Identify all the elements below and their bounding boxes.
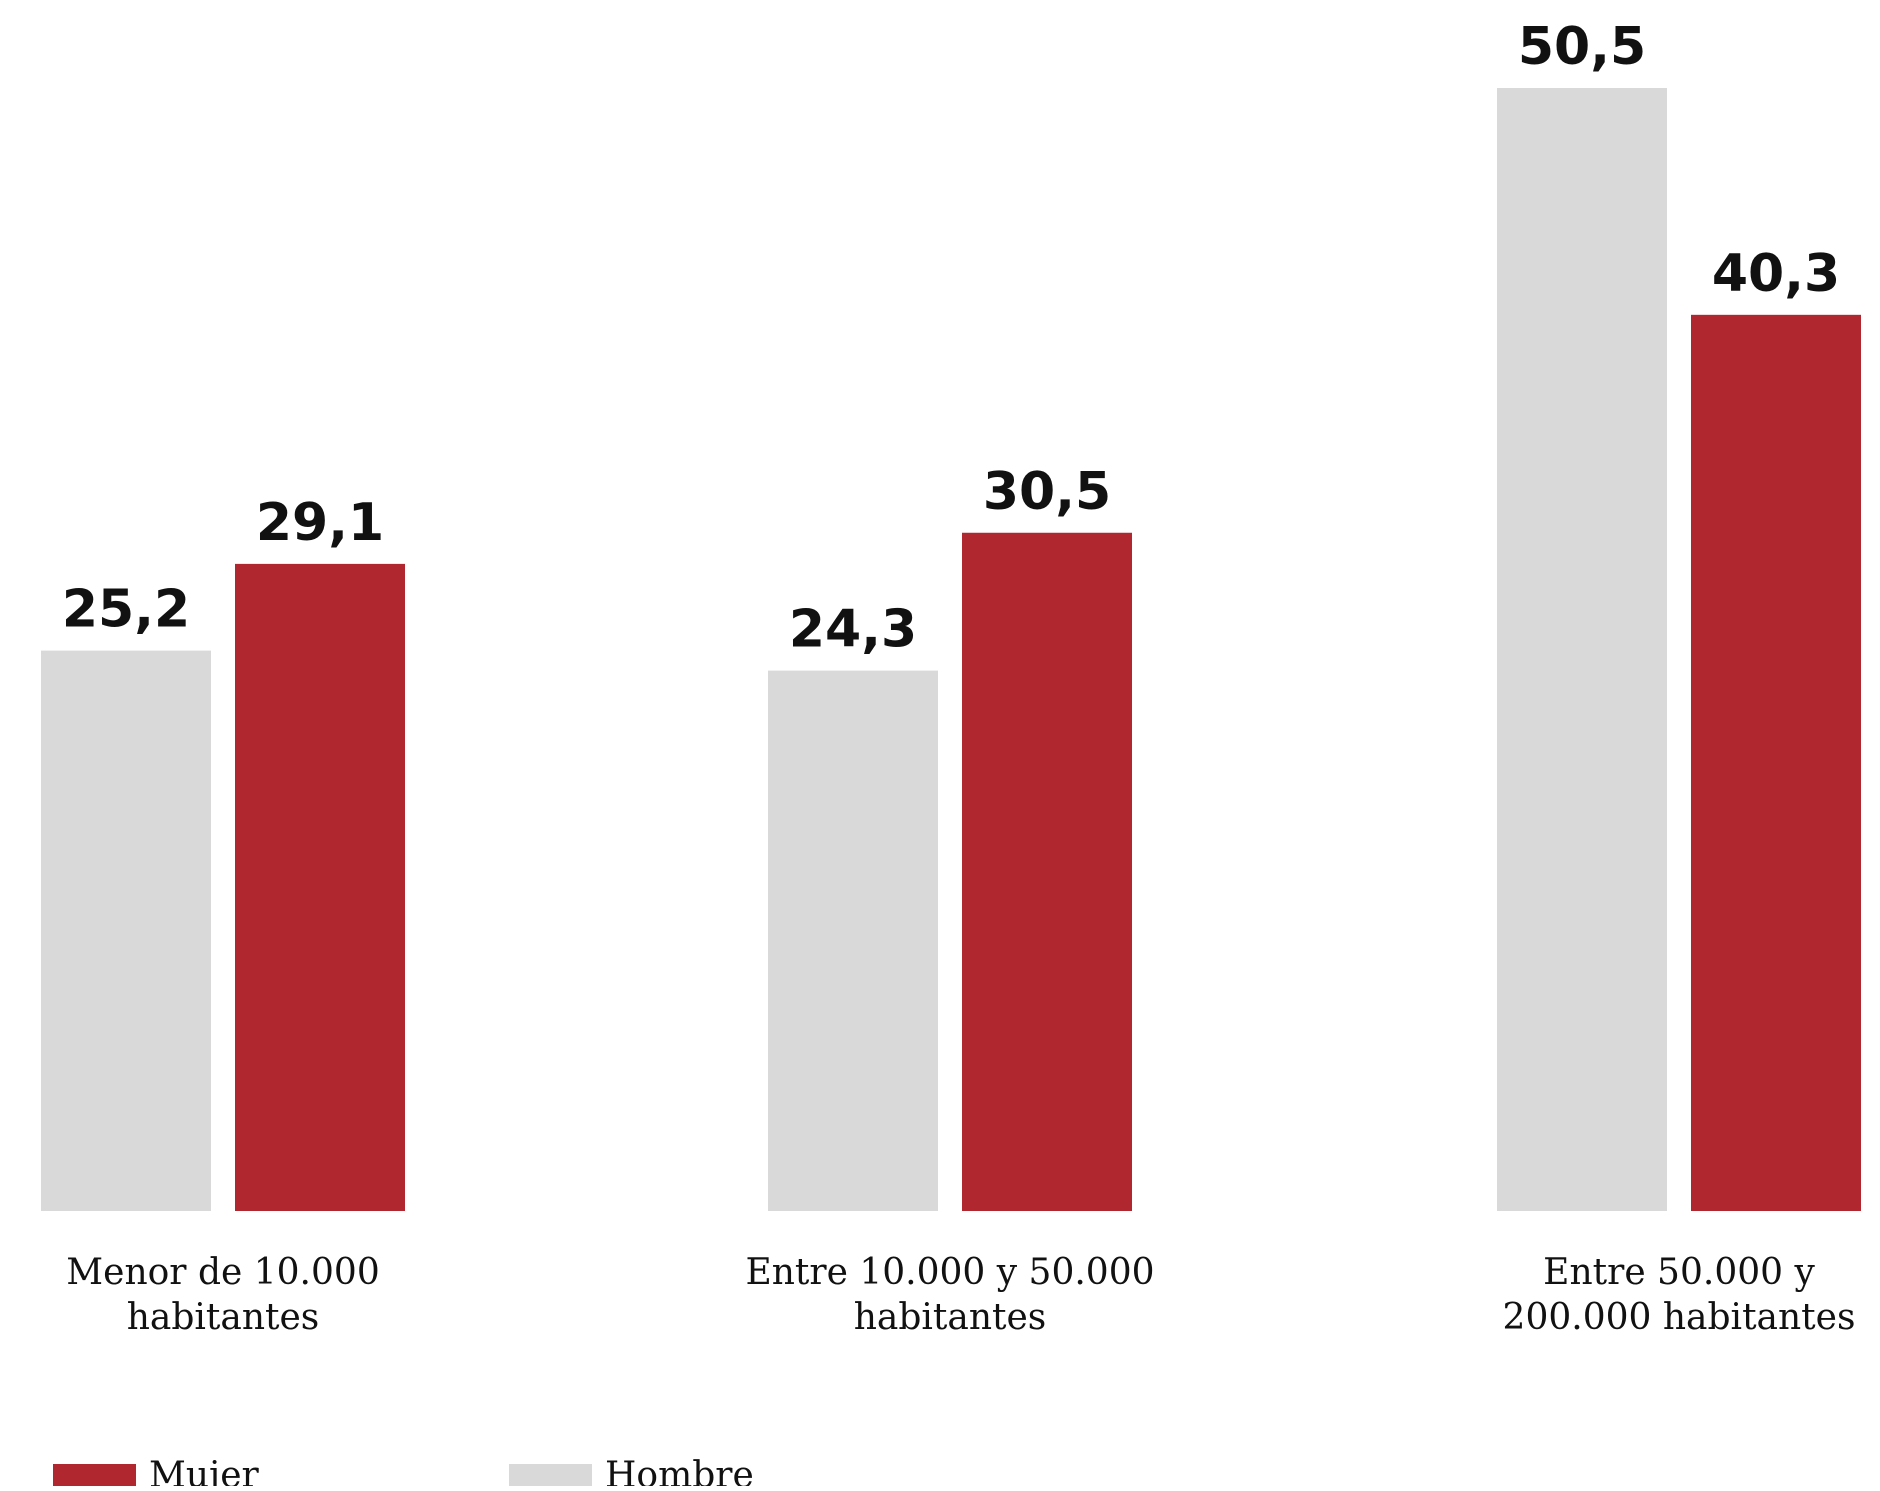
legend-label-mujer: Mujer	[149, 1455, 260, 1486]
category-label-3-line-1: Entre 50.000 y	[1543, 1252, 1815, 1293]
bar-hombre-1	[41, 650, 211, 1211]
value-label-hombre-1: 25,2	[62, 580, 190, 640]
bar-hombre-2	[768, 670, 938, 1211]
legend: Mujer Hombre	[53, 1455, 754, 1491]
bar-mujer-3	[1691, 314, 1861, 1212]
category-label-2-line-2: habitantes	[854, 1297, 1047, 1338]
category-label-2-line-1: Entre 10.000 y 50.000	[745, 1252, 1154, 1293]
category-label-1-line-2: habitantes	[127, 1297, 320, 1338]
value-label-hombre-2: 24,3	[789, 600, 917, 660]
value-label-hombre-3: 50,5	[1518, 17, 1646, 77]
bars-layer	[41, 88, 1861, 1212]
value-label-mujer-2: 30,5	[983, 462, 1111, 522]
category-label-3-line-2: 200.000 habitantes	[1503, 1297, 1856, 1338]
legend-label-hombre: Hombre	[605, 1455, 754, 1486]
bar-mujer-2	[962, 532, 1132, 1211]
legend-swatch-hombre	[509, 1464, 592, 1488]
value-label-mujer-3: 40,3	[1712, 244, 1840, 304]
legend-swatch-mujer	[53, 1464, 136, 1488]
category-label-1-line-1: Menor de 10.000	[66, 1252, 379, 1293]
value-labels-layer: 25,2 29,1 24,3 30,5 50,5 40,3	[62, 17, 1840, 660]
value-label-mujer-1: 29,1	[256, 493, 384, 553]
bar-hombre-3	[1497, 88, 1667, 1211]
bar-mujer-1	[235, 563, 405, 1211]
